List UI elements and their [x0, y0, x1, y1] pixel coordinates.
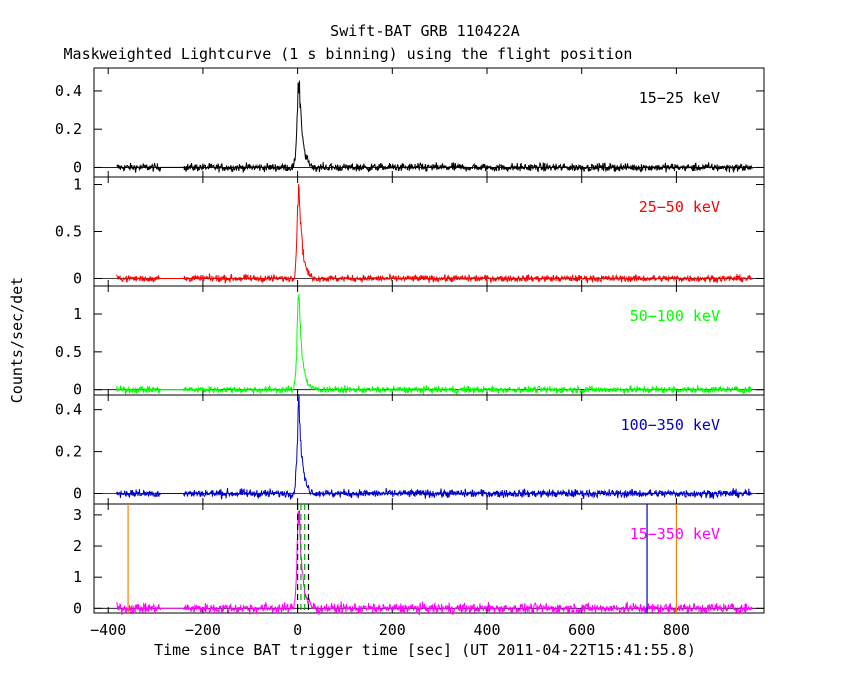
panel-frame — [93, 176, 765, 287]
x-axis-label: Time since BAT trigger time [sec] (UT 20… — [154, 641, 696, 659]
y-axis-label: Counts/sec/det — [8, 277, 26, 403]
x-axis: −400 −200 0 200 400 600 800 — [90, 621, 690, 639]
y-tick-label: 0 — [73, 381, 82, 399]
x-tick-label: 800 — [663, 621, 690, 639]
y-tick-label: 2 — [73, 537, 82, 555]
panel-1: 0 0.2 0.4 15−25 keV — [55, 67, 765, 178]
panels-group: 0 0.2 0.4 15−25 keV 0 0.5 1 25−50 keV 0 0.5 1 50−10… — [55, 67, 765, 617]
series-line — [116, 394, 753, 500]
y-tick-label: 0 — [73, 485, 82, 503]
y-tick-label: 0 — [73, 599, 82, 617]
series-line — [116, 184, 753, 284]
x-tick-label: −200 — [185, 621, 221, 639]
y-tick-label: 0.2 — [55, 120, 82, 138]
series-line — [116, 510, 753, 616]
x-tick-label: 200 — [379, 621, 406, 639]
panel-label: 15−350 keV — [630, 525, 720, 543]
panel-4: 0 0.2 0.4 100−350 keV — [55, 394, 765, 505]
chart-title: Swift-BAT GRB 110422A — [330, 22, 520, 40]
y-tick-label: 0 — [73, 269, 82, 287]
y-tick-label: 0.5 — [55, 223, 82, 241]
y-tick-label: 1 — [73, 568, 82, 586]
x-tick-label: 400 — [473, 621, 500, 639]
x-tick-label: 600 — [568, 621, 595, 639]
y-tick-label: 3 — [73, 506, 82, 524]
y-tick-label: 0.4 — [55, 82, 82, 100]
y-tick-label: 0.4 — [55, 401, 82, 419]
panel-frame — [93, 503, 765, 614]
panel-2: 0 0.5 1 25−50 keV — [55, 176, 765, 287]
x-tick-label: −400 — [90, 621, 126, 639]
y-tick-label: 1 — [73, 305, 82, 323]
panel-frame — [93, 285, 765, 396]
panel-frame — [93, 67, 765, 178]
y-tick-label: 0 — [73, 158, 82, 176]
chart-subtitle: Maskweighted Lightcurve (1 s binning) us… — [64, 45, 633, 63]
series-line — [116, 294, 753, 396]
y-tick-label: 0.5 — [55, 343, 82, 361]
panel-label: 25−50 keV — [639, 198, 720, 216]
x-tick-label: 0 — [293, 621, 302, 639]
panel-frame — [93, 394, 765, 505]
y-tick-label: 1 — [73, 176, 82, 194]
panel-label: 50−100 keV — [630, 307, 720, 325]
panel-3: 0 0.5 1 50−100 keV — [55, 285, 765, 399]
y-tick-label: 0.2 — [55, 443, 82, 461]
series-line — [116, 80, 753, 174]
panel-label: 100−350 keV — [621, 416, 720, 434]
panel-label: 15−25 keV — [639, 89, 720, 107]
panel-5: 0 1 2 3 15−350 keV — [73, 503, 765, 617]
